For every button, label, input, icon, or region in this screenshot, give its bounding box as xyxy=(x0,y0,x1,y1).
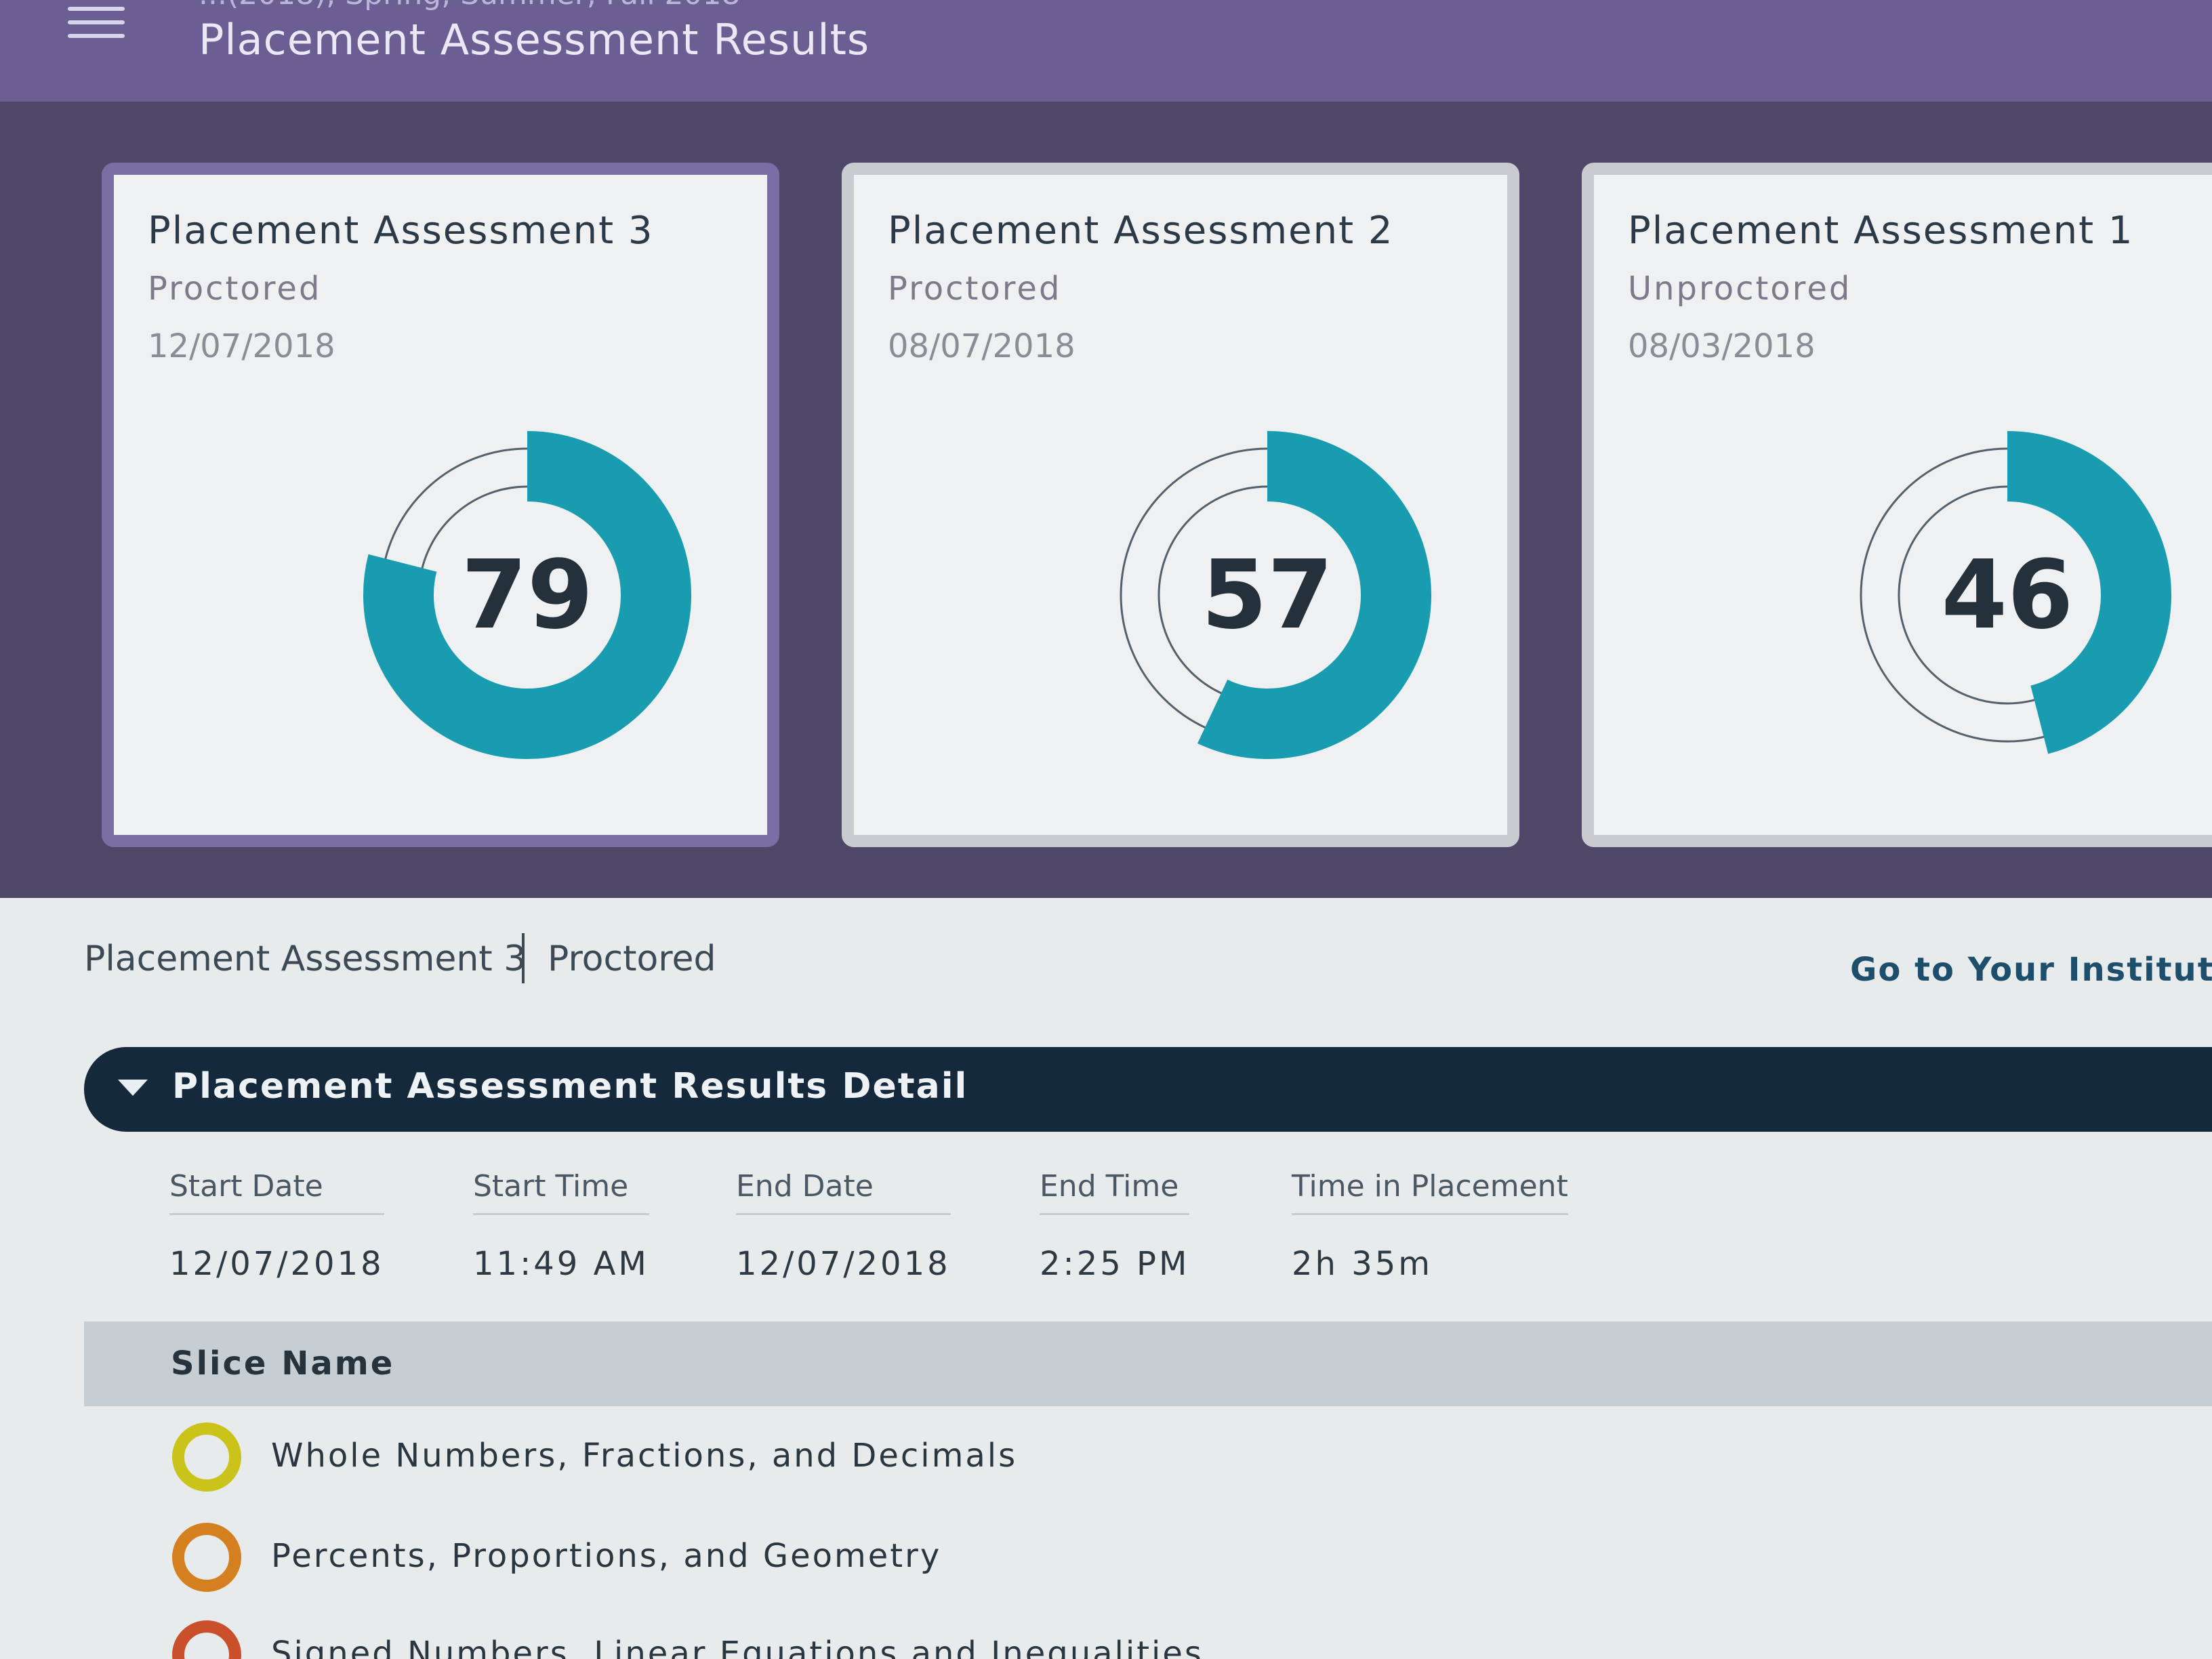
results-detail-title: Placement Assessment Results Detail xyxy=(172,1066,968,1107)
column-value: 2:25 PM xyxy=(1040,1245,1190,1283)
score-value: 79 xyxy=(461,539,594,651)
detail-column-end-time: End Time 2:25 PM xyxy=(1040,1169,1190,1283)
donut-score-arc xyxy=(363,431,691,759)
column-value: 12/07/2018 xyxy=(736,1245,951,1283)
breadcrumb-type: Proctored xyxy=(548,939,716,979)
detail-column-time-in-placement: Time in Placement 2h 35m xyxy=(1292,1169,1568,1283)
results-detail-accordion[interactable]: Placement Assessment Results Detail xyxy=(84,1047,2212,1132)
score-donut-chart: 46 xyxy=(1824,412,2190,778)
score-value: 57 xyxy=(1201,539,1334,651)
detail-column-end-date: End Date 12/07/2018 xyxy=(736,1169,951,1283)
menu-icon[interactable] xyxy=(68,7,125,47)
slice-name: Whole Numbers, Fractions, and Decimals xyxy=(271,1437,1018,1475)
results-detail-panel: Placement Assessment 3 Proctored Go to Y… xyxy=(0,898,2212,1659)
card-title: Placement Assessment 2 xyxy=(888,209,1394,253)
card-proctor-type: Unproctored xyxy=(1628,270,1852,308)
score-donut-chart: 57 xyxy=(1084,412,1450,778)
card-date: 12/07/2018 xyxy=(148,327,335,365)
card-title: Placement Assessment 1 xyxy=(1628,209,2134,253)
column-header: End Date xyxy=(736,1169,951,1215)
detail-column-start-time: Start Time 11:49 AM xyxy=(473,1169,649,1283)
column-header: Start Time xyxy=(473,1169,649,1215)
column-value: 2h 35m xyxy=(1292,1245,1433,1283)
column-header: End Time xyxy=(1040,1169,1190,1215)
app-header: ...(2018), Spring, Summer, Fall 2018 Pla… xyxy=(0,0,2212,102)
header-subtitle: ...(2018), Spring, Summer, Fall 2018 xyxy=(199,0,741,12)
breadcrumb-divider xyxy=(522,933,525,983)
slice-name: Signed Numbers, Linear Equations and Ine… xyxy=(271,1635,1204,1659)
assessment-cards-band: Placement Assessment 3 Proctored 12/07/2… xyxy=(0,102,2212,898)
column-value: 11:49 AM xyxy=(473,1245,649,1283)
caret-down-icon[interactable] xyxy=(118,1080,148,1096)
column-header: Time in Placement xyxy=(1292,1169,1568,1215)
slice-ring-icon xyxy=(172,1620,241,1659)
card-date: 08/07/2018 xyxy=(888,327,1076,365)
page-title: Placement Assessment Results xyxy=(199,15,870,64)
slice-name: Percents, Proportions, and Geometry xyxy=(271,1537,942,1575)
score-donut-chart: 79 xyxy=(344,412,710,778)
card-proctor-type: Proctored xyxy=(888,270,1062,308)
institution-link[interactable]: Go to Your Institution' xyxy=(1850,951,2212,989)
column-header: Start Date xyxy=(169,1169,384,1215)
column-value: 12/07/2018 xyxy=(169,1245,384,1283)
card-date: 08/03/2018 xyxy=(1628,327,1816,365)
assessment-card-3[interactable]: Placement Assessment 3 Proctored 12/07/2… xyxy=(102,163,779,847)
slice-ring-icon xyxy=(172,1422,241,1492)
donut-score-arc xyxy=(2006,431,2171,754)
detail-column-start-date: Start Date 12/07/2018 xyxy=(169,1169,384,1283)
card-proctor-type: Proctored xyxy=(148,270,322,308)
slice-name-header: Slice Name xyxy=(171,1345,395,1382)
assessment-card-2[interactable]: Placement Assessment 2 Proctored 08/07/2… xyxy=(842,163,1519,847)
breadcrumb-assessment: Placement Assessment 3 xyxy=(84,939,527,979)
score-value: 46 xyxy=(1941,539,2074,651)
card-title: Placement Assessment 3 xyxy=(148,209,654,253)
donut-score-arc xyxy=(1197,431,1431,759)
slice-ring-icon xyxy=(172,1523,241,1592)
assessment-card-1[interactable]: Placement Assessment 1 Unproctored 08/03… xyxy=(1582,163,2212,847)
slice-table-header: Slice Name xyxy=(84,1322,2212,1406)
